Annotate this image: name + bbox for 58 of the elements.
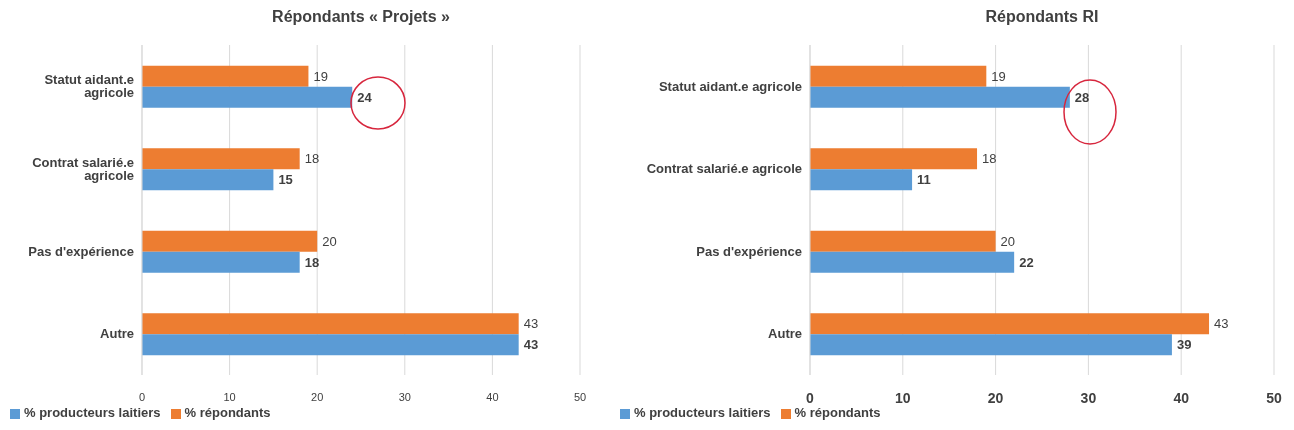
data-label: 28	[1074, 89, 1090, 105]
data-label: 43	[523, 316, 539, 332]
x-tick-label: 0	[806, 389, 815, 406]
data-label: 11	[917, 172, 931, 188]
legend-label: % répondants	[184, 405, 271, 420]
bar	[142, 230, 318, 252]
data-label: 20	[322, 233, 337, 249]
data-label: 15	[278, 172, 293, 188]
chart-title: Répondants RI	[984, 7, 1100, 27]
y-tick-label: Autre	[100, 326, 134, 342]
x-tick-label: 50	[1266, 389, 1282, 406]
y-tick-label: Pas d'expérience	[28, 243, 134, 259]
x-tick-label: 20	[987, 389, 1004, 406]
x-tick-label: 0	[138, 390, 146, 403]
y-tick-label: Autre	[768, 326, 802, 342]
x-tick-label: 50	[573, 390, 587, 403]
y-tick-label: Contrat salarié.e agricole	[646, 161, 802, 177]
legend-label: % répondants	[794, 405, 881, 420]
legend-label: % producteurs laitiers	[634, 405, 771, 420]
chart-title: Répondants « Projets »	[271, 7, 451, 27]
legend-label: % producteurs laitiers	[24, 405, 161, 420]
bar	[142, 65, 309, 87]
data-label: 43	[523, 337, 539, 353]
bar	[810, 86, 1070, 108]
bar	[142, 313, 519, 335]
bar	[810, 65, 987, 87]
data-label: 18	[982, 151, 997, 167]
y-tick-label: Statut aidant.e agricole	[44, 72, 134, 101]
x-tick-label: 30	[1080, 389, 1097, 406]
y-tick-label: Contrat salarié.e agricole	[32, 154, 134, 183]
bar	[142, 148, 300, 170]
x-tick-label: 20	[311, 390, 324, 403]
data-label: 19	[313, 68, 328, 84]
data-label: 18	[304, 254, 320, 270]
data-label: 19	[991, 68, 1006, 84]
data-label: 18	[304, 151, 320, 167]
bar	[810, 334, 1172, 356]
bar	[142, 86, 353, 108]
x-tick-label: 40	[1173, 389, 1190, 406]
bar	[810, 313, 1210, 335]
data-label: 43	[1214, 316, 1229, 332]
data-label: 20	[1000, 233, 1016, 249]
data-label: 22	[1019, 254, 1034, 270]
x-tick-label: 40	[486, 390, 499, 403]
data-label: 39	[1176, 337, 1192, 353]
y-tick-label: Statut aidant.e agricole	[658, 78, 802, 94]
x-tick-label: 10	[223, 390, 236, 403]
bar	[810, 148, 978, 170]
bar	[142, 251, 300, 273]
x-tick-label: 10	[895, 389, 911, 406]
bar	[810, 230, 996, 252]
bar	[810, 169, 913, 191]
bar	[142, 169, 274, 191]
data-label: 24	[357, 89, 373, 105]
bar	[142, 334, 519, 356]
bar	[810, 251, 1015, 273]
x-tick-label: 30	[398, 390, 411, 403]
y-tick-label: Pas d'expérience	[696, 243, 802, 259]
